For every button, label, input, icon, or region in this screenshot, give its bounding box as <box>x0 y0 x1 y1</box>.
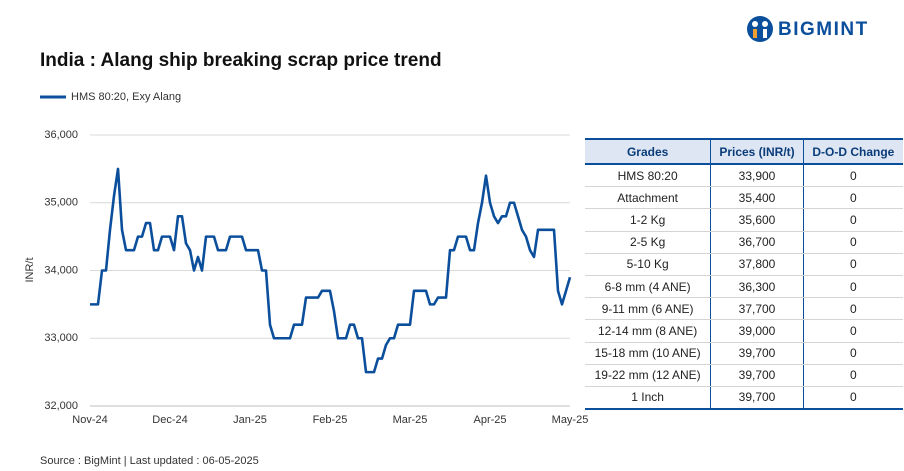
table-header-cell: Grades <box>585 138 711 165</box>
x-tick-label: May-25 <box>552 414 589 426</box>
table-row: Attachment 35,400 0 <box>585 186 903 210</box>
logo-icon <box>753 29 757 38</box>
table-cell: 0 <box>803 297 903 321</box>
y-tick-label: 33,000 <box>44 332 78 344</box>
table-cell: 0 <box>803 319 903 343</box>
table-cell: 1-2 Kg <box>585 208 711 232</box>
table-cell: 9-11 mm (6 ANE) <box>585 297 711 321</box>
table-cell: 35,600 <box>710 208 804 232</box>
table-cell: 15-18 mm (10 ANE) <box>585 342 711 365</box>
table-cell: 2-5 Kg <box>585 231 711 254</box>
x-tick-label: Dec-24 <box>152 414 187 426</box>
table-cell: HMS 80:20 <box>585 164 711 188</box>
x-tick-label: Mar-25 <box>393 414 428 426</box>
table-cell: 37,700 <box>710 297 804 321</box>
source: Source : BigMint | Last updated : 06-05-… <box>40 455 259 467</box>
y-tick-label: 34,000 <box>44 264 78 276</box>
table-cell: 6-8 mm (4 ANE) <box>585 275 711 299</box>
y-tick-label: 36,000 <box>44 129 78 141</box>
logo-icon <box>762 21 768 27</box>
table-cell: 35,400 <box>710 186 804 210</box>
table-header-row: Grades Prices (INR/t) D-O-D Change <box>585 138 903 165</box>
table-cell: 0 <box>803 275 903 299</box>
y-tick-label: 32,000 <box>44 400 78 412</box>
table-row: 9-11 mm (6 ANE) 37,700 0 <box>585 297 903 321</box>
table-cell: 0 <box>803 186 903 210</box>
legend-label: HMS 80:20, Exy Alang <box>71 91 181 103</box>
table-cell: 0 <box>803 253 903 276</box>
table-row: 19-22 mm (12 ANE) 39,700 0 <box>585 364 903 387</box>
table-row: HMS 80:20 33,900 0 <box>585 164 903 188</box>
table-row: 2-5 Kg 36,700 0 <box>585 231 903 254</box>
x-tick-label: Feb-25 <box>313 414 348 426</box>
table-row: 12-14 mm (8 ANE) 39,000 0 <box>585 319 903 343</box>
table-cell: 39,000 <box>710 319 804 343</box>
table-cell: 0 <box>803 364 903 387</box>
table-cell: 0 <box>803 386 903 411</box>
table-cell: 37,800 <box>710 253 804 276</box>
table-cell: 39,700 <box>710 386 804 411</box>
table-cell: 33,900 <box>710 164 804 188</box>
table-cell: 36,700 <box>710 231 804 254</box>
table-cell: 0 <box>803 231 903 254</box>
price-line <box>90 167 572 374</box>
logo-text: BIGMINT <box>778 19 869 40</box>
y-tick-label: 35,000 <box>44 197 78 209</box>
table-cell: 1 Inch <box>585 386 711 411</box>
table-row: 6-8 mm (4 ANE) 36,300 0 <box>585 275 903 299</box>
table-cell: 36,300 <box>710 275 804 299</box>
y-axis-label: INR/t <box>24 257 36 282</box>
chart-title: India : Alang ship breaking scrap price … <box>40 50 442 71</box>
table-cell: 0 <box>803 208 903 232</box>
table-cell: 5-10 Kg <box>585 253 711 276</box>
price-table: Grades Prices (INR/t) D-O-D Change HMS 80:2… <box>585 138 903 411</box>
table-cell: 0 <box>803 164 903 188</box>
table-cell: 39,700 <box>710 364 804 387</box>
x-tick-label: Jan-25 <box>233 414 267 426</box>
table-cell: 19-22 mm (12 ANE) <box>585 364 711 387</box>
table-cell: 39,700 <box>710 342 804 365</box>
x-tick-label: Nov-24 <box>72 414 107 426</box>
table-cell: Attachment <box>585 186 711 210</box>
logo-icon <box>752 21 758 27</box>
logo-icon <box>747 16 773 42</box>
table-header-cell: Prices (INR/t) <box>710 138 804 165</box>
logo: BIGMINT <box>747 16 869 42</box>
table-header-cell: D-O-D Change <box>803 138 903 165</box>
table-row: 1 Inch 39,700 0 <box>585 386 903 411</box>
table-row: 15-18 mm (10 ANE) 39,700 0 <box>585 342 903 365</box>
table-cell: 12-14 mm (8 ANE) <box>585 319 711 343</box>
logo-icon <box>763 29 767 38</box>
x-tick-label: Apr-25 <box>473 414 506 426</box>
table-cell: 0 <box>803 342 903 365</box>
table-row: 1-2 Kg 35,600 0 <box>585 208 903 232</box>
table-row: 5-10 Kg 37,800 0 <box>585 253 903 276</box>
